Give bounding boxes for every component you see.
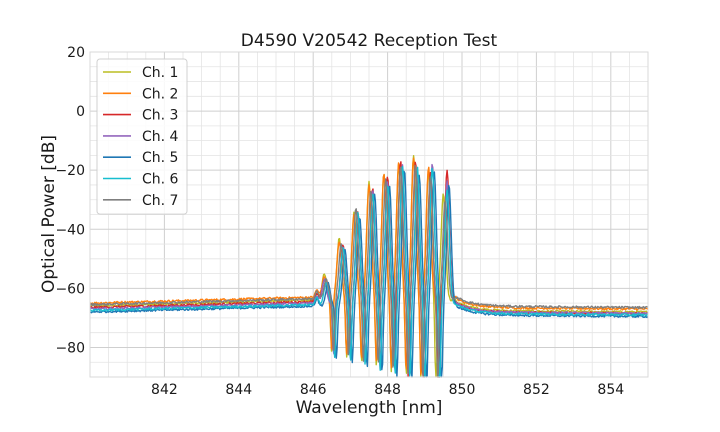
series-layer (89, 154, 649, 378)
x-tick-label: 844 (225, 382, 252, 398)
legend-label: Ch. 5 (142, 150, 178, 166)
legend-label: Ch. 1 (142, 65, 178, 81)
legend-box (96, 58, 188, 215)
legend-label: Ch. 7 (142, 193, 178, 209)
x-axis-title: Wavelength [nm] (296, 398, 443, 418)
series-line-ch6 (89, 165, 649, 378)
y-tick-label: 20 (67, 45, 85, 61)
y-tick-label: −20 (55, 163, 85, 179)
y-tick-label: −80 (55, 340, 85, 356)
x-tick-label: 850 (449, 382, 476, 398)
legend-label: Ch. 6 (142, 172, 179, 188)
plot-frame (89, 51, 649, 378)
x-tick-label: 848 (374, 382, 401, 398)
y-tick-label: −60 (55, 281, 85, 297)
x-tick-label: 854 (597, 382, 624, 398)
x-tick-label: 852 (523, 382, 550, 398)
y-tick-label: −40 (55, 222, 85, 238)
legend: Ch. 1 Ch. 2 Ch. 3 Ch. 4 Ch. 5 Ch. 6 Ch. 7 (96, 58, 188, 215)
x-tick-label: 842 (151, 382, 178, 398)
tick-labels: 842 844 846 848 850 852 854 20 0 −20 −40 −60 −80 (55, 45, 624, 398)
chart-title: D4590 V20542 Reception Test (241, 31, 498, 51)
y-axis-title: Optical Power [dB] (39, 135, 59, 293)
y-tick-label: 0 (76, 104, 85, 120)
series-line-ch5 (89, 170, 649, 378)
legend-label: Ch. 2 (142, 86, 178, 102)
series-line-ch7 (89, 164, 649, 378)
x-tick-label: 846 (300, 382, 327, 398)
legend-label: Ch. 3 (142, 108, 178, 124)
legend-label: Ch. 4 (142, 129, 179, 145)
